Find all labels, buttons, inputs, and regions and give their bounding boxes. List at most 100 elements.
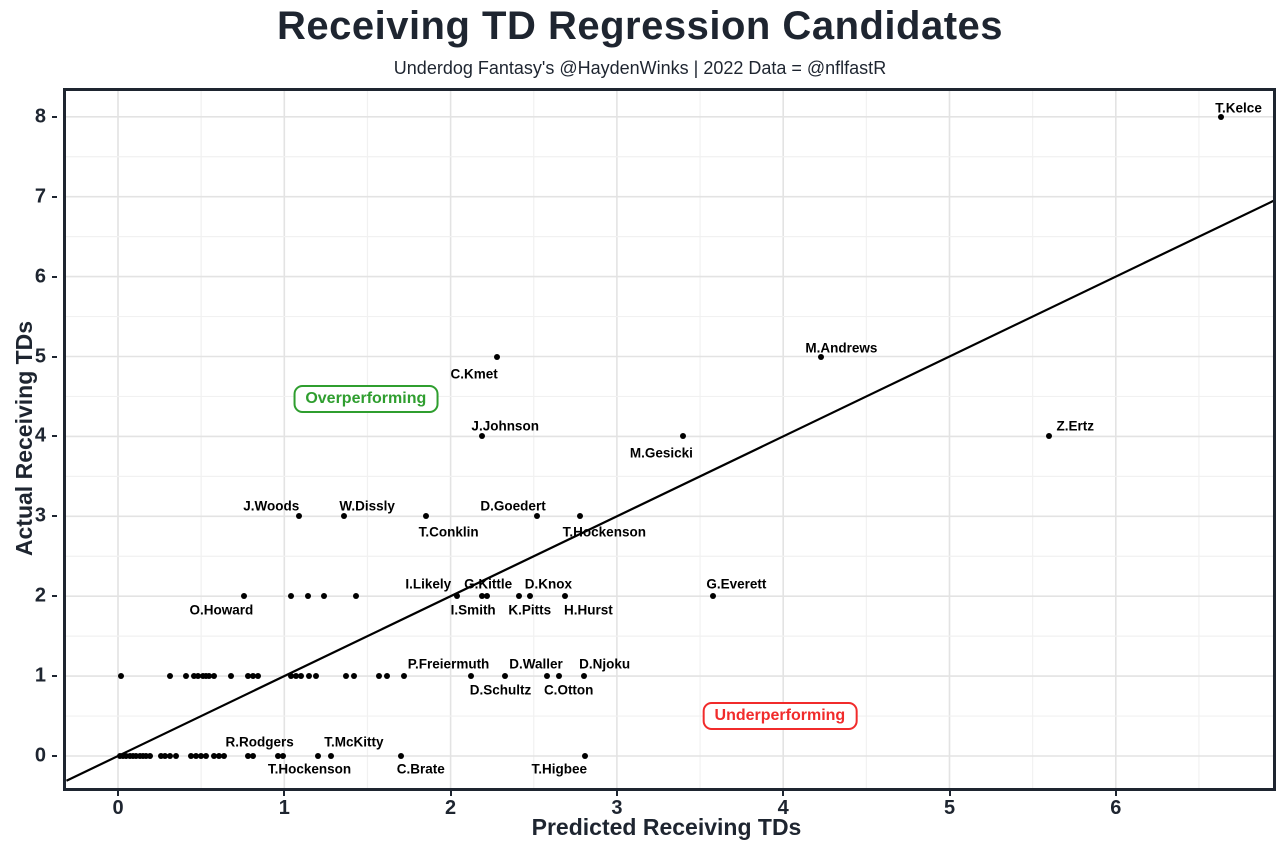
point-label: O.Howard	[189, 602, 254, 618]
data-point	[211, 673, 218, 680]
data-point	[228, 673, 235, 680]
point-label: T.Higbee	[531, 761, 588, 777]
data-point	[249, 673, 256, 680]
data-point	[306, 673, 313, 680]
data-point	[211, 753, 218, 759]
point-label: G.Everett	[706, 576, 767, 592]
data-point-g-everett	[710, 593, 717, 600]
point-label: T.Hockenson	[267, 761, 352, 777]
x-tick-label: 2	[445, 797, 457, 819]
data-point	[376, 673, 383, 680]
data-point	[321, 593, 328, 600]
data-point	[206, 673, 213, 680]
point-label: J.Woods	[243, 498, 300, 514]
y-tick-mark	[52, 595, 57, 598]
data-point-i-likely	[454, 593, 461, 600]
data-point	[221, 753, 228, 759]
data-point	[287, 593, 294, 600]
data-point	[244, 753, 251, 759]
data-point	[384, 673, 391, 680]
overperforming-label: Overperforming	[293, 384, 439, 413]
y-tick-mark	[52, 755, 57, 757]
point-label: G.Kittle	[464, 576, 513, 592]
y-tick-mark	[52, 115, 57, 118]
point-label: W.Dissly	[339, 498, 395, 514]
data-point-g-kittle	[484, 593, 491, 600]
data-point-t-hockenson	[577, 513, 584, 520]
data-point	[118, 673, 125, 680]
data-point-d-njoku	[580, 673, 587, 680]
data-point-m-andrews	[818, 353, 825, 360]
data-point	[193, 753, 200, 759]
y-tick-label: 3	[34, 504, 46, 527]
y-tick-label: 4	[34, 424, 46, 447]
data-point-d-knox	[527, 593, 534, 600]
y-tick-mark	[52, 195, 57, 198]
data-point-j-woods	[296, 513, 303, 520]
data-point-w-dissly	[341, 513, 348, 520]
data-point	[279, 753, 286, 759]
point-label: C.Kmet	[450, 366, 498, 381]
point-label: P.Freiermuth	[407, 656, 490, 672]
data-point-d-goedert	[534, 513, 541, 520]
data-point-c-kmet	[494, 353, 501, 360]
data-point	[119, 753, 126, 759]
point-label: D.Waller	[509, 656, 563, 672]
y-tick-mark	[52, 515, 57, 518]
data-point-h-hurst	[562, 593, 569, 600]
x-tick-label: 3	[611, 797, 623, 819]
data-point	[136, 753, 143, 759]
data-point-t-hockenson	[314, 753, 321, 759]
data-point-o-howard	[241, 593, 248, 600]
point-label: K.Pitts	[508, 602, 552, 618]
x-tick-label: 6	[1110, 797, 1122, 819]
x-tick-mark	[615, 791, 618, 796]
x-tick-mark	[117, 791, 119, 796]
point-label: M.Andrews	[805, 340, 878, 355]
point-label: T.Conklin	[418, 524, 479, 540]
point-label: C.Brate	[396, 761, 445, 777]
x-tick-mark	[948, 791, 951, 796]
y-tick-label: 8	[34, 105, 46, 128]
underperforming-label: Underperforming	[702, 702, 858, 731]
data-point	[173, 753, 180, 759]
data-point	[161, 753, 168, 759]
data-point	[143, 753, 150, 759]
y-tick-mark	[52, 355, 57, 358]
data-point	[244, 673, 251, 680]
y-tick-mark	[52, 435, 57, 438]
plot-panel: T.Kelce M.Andrews C.Kmet Z.Ertz J.Johnson M.G…	[63, 88, 1276, 791]
x-tick-label: 0	[112, 797, 124, 819]
y-tick-label: 5	[34, 345, 46, 367]
y-tick-label: 0	[34, 744, 46, 767]
x-axis-title: Predicted Receiving TDs	[531, 814, 802, 840]
point-label: T.Hockenson	[562, 524, 646, 540]
identity-reference-line	[66, 199, 1273, 782]
x-tick-label: 5	[943, 797, 956, 819]
chart-subtitle: Underdog Fantasy's @HaydenWinks | 2022 D…	[393, 58, 887, 78]
data-point	[188, 753, 195, 759]
data-point	[123, 753, 130, 759]
y-tick-mark	[52, 275, 57, 278]
data-point	[351, 673, 358, 680]
data-point	[158, 753, 165, 759]
chart-title: Receiving TD Regression Candidates	[276, 4, 1004, 48]
point-label: D.Knox	[524, 576, 573, 592]
data-point	[342, 673, 349, 680]
data-point	[216, 753, 223, 759]
data-point	[116, 753, 123, 759]
point-label: D.Schultz	[469, 682, 532, 698]
data-point-k-pitts	[515, 593, 522, 600]
data-point-t-kelce	[1217, 113, 1224, 120]
data-point-p-freiermuth	[467, 673, 474, 680]
data-point	[352, 593, 359, 600]
point-label: J.Johnson	[471, 418, 539, 434]
data-point	[203, 753, 210, 759]
x-tick-mark	[782, 791, 785, 796]
x-tick-mark	[449, 791, 452, 796]
x-tick-label: 1	[278, 797, 290, 819]
data-point-i-smith	[479, 593, 486, 600]
data-point	[166, 753, 173, 759]
data-point-c-brate	[397, 753, 404, 759]
point-label: I.Likely	[405, 576, 452, 592]
